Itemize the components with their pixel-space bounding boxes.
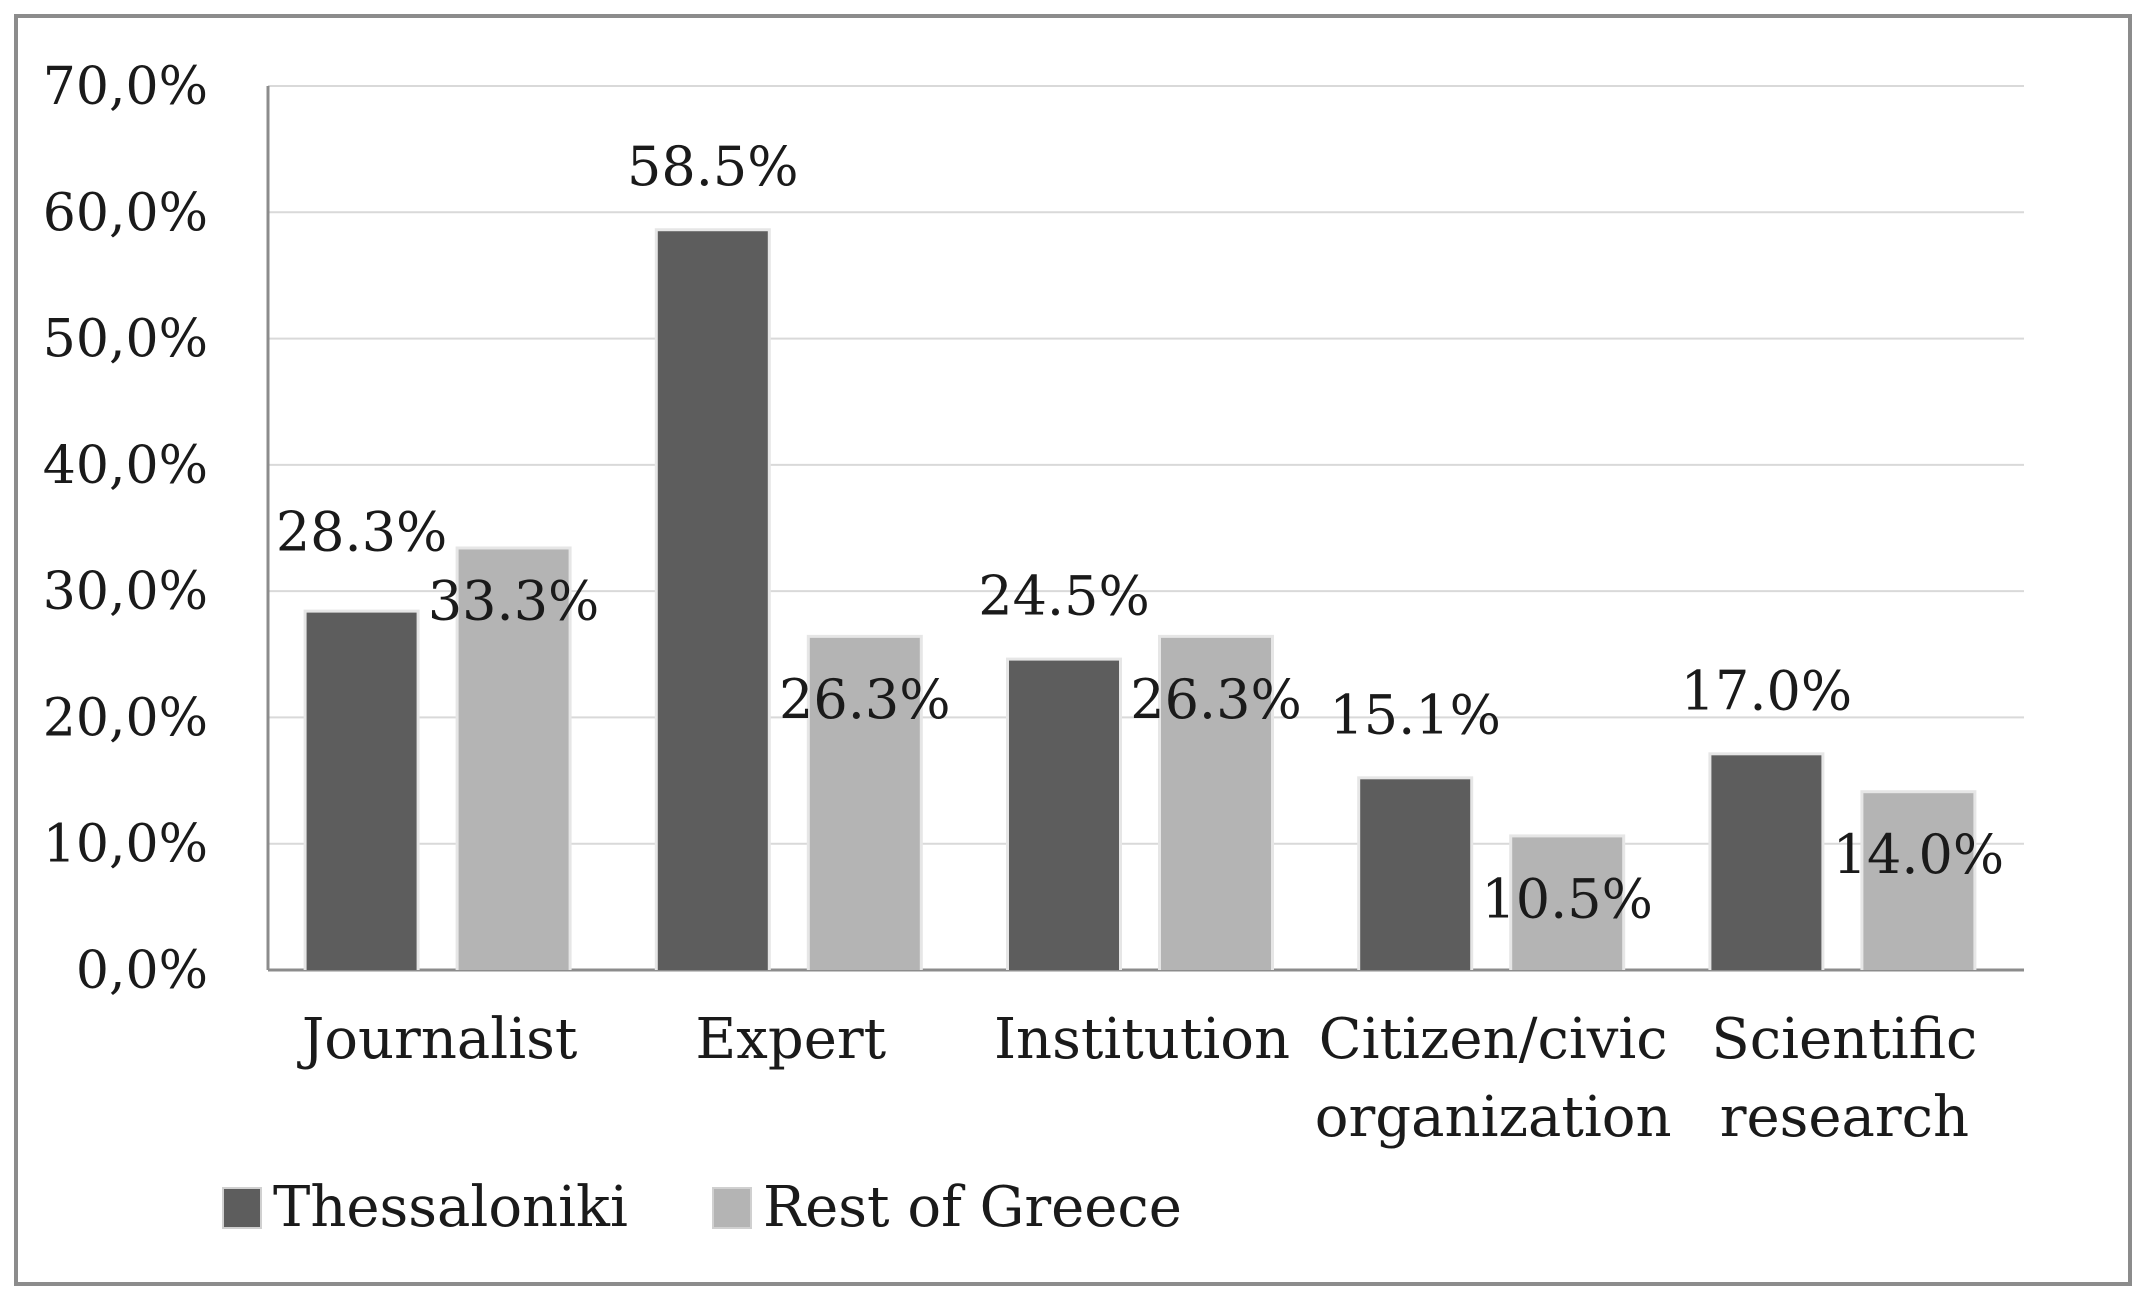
data-label: 26.3% [1130, 668, 1302, 731]
y-tick-label: 10,0% [43, 815, 208, 875]
bar-rest-of-greece [1512, 837, 1623, 970]
data-label: 24.5% [978, 565, 1150, 628]
legend-swatch [712, 1187, 752, 1229]
bar-thessaloniki [1009, 660, 1119, 970]
bar-rest-of-greece [809, 637, 920, 970]
x-tick-label: Expert [695, 1007, 886, 1072]
x-tick-label: Scientific [1711, 1007, 1977, 1072]
y-tick-label: 60,0% [43, 183, 208, 243]
data-label: 26.3% [779, 668, 951, 731]
x-tick-label: Institution [994, 1007, 1290, 1072]
bar-thessaloniki [1360, 779, 1471, 970]
bar-rest-of-greece [1863, 793, 1974, 970]
category-labels: Journalist Expert Institution Citizen/civic… [297, 1007, 1978, 1150]
bar-chart: 0,0%10,0%20,0%30,0%40,0%50,0%60,0%70,0% … [43, 57, 2024, 1240]
x-tick-label: organization [1315, 1085, 1672, 1150]
bars [303, 228, 1977, 970]
y-tick-label: 70,0% [43, 57, 208, 117]
legend-swatch [222, 1187, 262, 1229]
x-tick-label: Journalist [297, 1007, 578, 1072]
y-tick-label: 50,0% [43, 310, 208, 370]
data-label: 14.0% [1833, 823, 2005, 886]
bar-rest-of-greece [458, 549, 569, 970]
data-label: 33.3% [428, 569, 600, 632]
x-tick-label: research [1720, 1085, 1969, 1150]
y-tick-label: 0,0% [76, 941, 208, 1001]
chart-frame: 0,0% 10,0% 20,0% 30,0% 40,0% 50,0% 60,0% 70,0% … [14, 14, 2132, 1286]
y-tick-label: 40,0% [43, 436, 208, 496]
x-tick-label: Citizen/civic [1319, 1007, 1668, 1072]
data-label: 28.3% [276, 501, 448, 564]
legend-label: Rest of Greece [763, 1175, 1182, 1240]
data-labels: 28.3%33.3% 58.5% 26.3% 24.5% 26.3% 15.1% 10.5%… [276, 135, 2004, 930]
y-tick-label: 30,0% [43, 562, 208, 622]
legend: Thessaloniki Rest of Greece [222, 1175, 1182, 1240]
data-label: 17.0% [1681, 659, 1853, 722]
bar-thessaloniki [1711, 755, 1822, 970]
legend-label: Thessaloniki [273, 1175, 628, 1240]
bar-rest-of-greece [1161, 637, 1271, 970]
bar-thessaloniki [306, 612, 417, 970]
data-label: 10.5% [1481, 867, 1653, 930]
data-label: 15.1% [1329, 683, 1501, 746]
y-tick-label: 20,0% [43, 688, 208, 748]
data-label: 58.5% [627, 135, 799, 198]
axes: 0,0% 10,0% 20,0% 30,0% 40,0% 50,0% 60,0% 70,0% [43, 57, 2024, 1001]
bar-thessaloniki [657, 231, 768, 970]
